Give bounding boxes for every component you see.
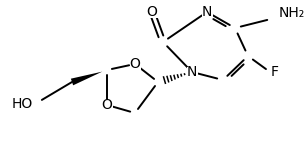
Text: N: N: [187, 65, 197, 79]
Bar: [102, 100, 113, 111]
Text: O: O: [102, 98, 112, 112]
Text: O: O: [147, 5, 158, 19]
Text: N: N: [202, 5, 212, 19]
Polygon shape: [71, 72, 102, 85]
Text: NH₂: NH₂: [279, 6, 305, 20]
Bar: [201, 7, 212, 18]
Bar: [186, 66, 197, 78]
Text: O: O: [129, 57, 140, 71]
Bar: [147, 7, 158, 18]
Bar: [129, 59, 140, 69]
Text: HO: HO: [12, 97, 33, 111]
Text: F: F: [271, 65, 279, 79]
